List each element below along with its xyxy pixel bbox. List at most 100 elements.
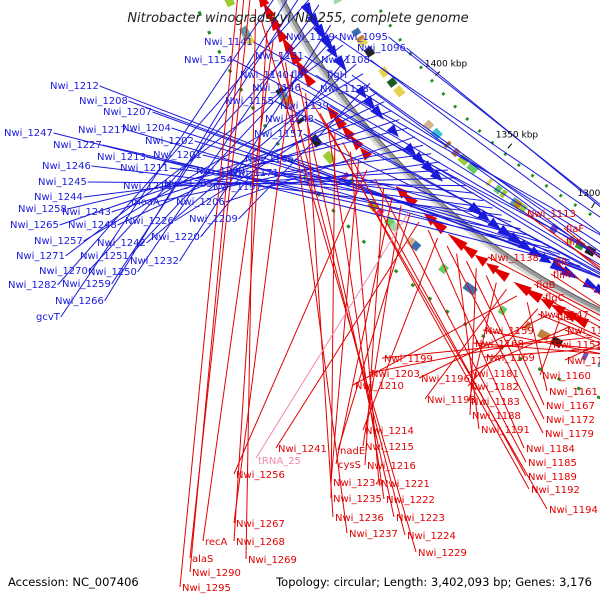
topology-summary: Topology: circular; Length: 3,402,093 bp…	[275, 575, 592, 589]
reverse-label-line	[550, 273, 600, 307]
reverse-gene-label: fliX	[566, 237, 582, 248]
reverse-gene-label: flgC	[545, 293, 565, 304]
forward-gene-label: Nwi_1201	[153, 150, 202, 161]
reverse-label-line	[189, 0, 245, 573]
forward-cds-arrow	[538, 252, 552, 264]
reverse-gene-label: Nwi_1229	[418, 548, 467, 559]
forward-gene-label: Nwi_1265	[10, 220, 59, 231]
reverse-gene-label: Nwi_1221	[381, 479, 430, 490]
reverse-label-line	[487, 256, 600, 316]
reverse-gene-label: Nwi_1159	[485, 326, 534, 337]
reverse-gene-label: Nwi_1256	[236, 470, 285, 481]
reverse-gene-label: fliM	[553, 270, 571, 281]
reverse-gene-label: Nwi_1152	[567, 356, 600, 367]
reverse-label-line	[537, 313, 600, 340]
forward-label-line	[289, 74, 600, 258]
forward-gene-label: Nwi_1141	[204, 37, 253, 48]
ruler-label: 1350 kbp	[496, 131, 539, 141]
ruler-tick	[435, 71, 441, 76]
gc-tick	[537, 367, 542, 372]
gc-tick	[573, 203, 578, 208]
reverse-gene-label: Nwi_1214	[365, 426, 414, 437]
reverse-label-line	[312, 103, 548, 510]
cog-band	[493, 184, 503, 195]
reverse-label-line	[330, 160, 360, 483]
reverse-label-line	[533, 283, 600, 322]
gc-tick	[556, 377, 562, 382]
gc-tick	[393, 268, 399, 274]
forward-label-line	[129, 34, 338, 257]
gc-tick	[378, 9, 383, 14]
reverse-label-line	[465, 260, 545, 420]
forward-label-line	[388, 36, 600, 205]
forward-label-line	[117, 101, 385, 226]
reverse-gene-label: alaS	[192, 554, 213, 565]
forward-label-line	[274, 100, 600, 274]
forward-gene-label: Nwi_1242	[97, 238, 146, 249]
reverse-gene-label: nadE	[340, 446, 365, 457]
forward-gene-label: Nwi_1154	[184, 55, 233, 66]
forward-gene-label: Nwi_1217	[78, 125, 127, 136]
cog-band	[351, 27, 362, 37]
gc-tick	[361, 239, 367, 245]
reverse-gene-label: Nwi_1223	[396, 513, 445, 524]
reverse-gene-label: cysS	[338, 460, 361, 471]
forward-label-line	[104, 0, 288, 302]
reverse-gene-label: Nwi_1192	[531, 485, 580, 496]
gc-tick	[576, 386, 581, 391]
forward-cds-arrow	[362, 95, 376, 110]
cog-band	[466, 284, 478, 296]
cog-band	[355, 34, 365, 43]
forward-gene-label: Nwi_1282	[8, 280, 57, 291]
reverse-gene-label: Nwi_1138	[490, 253, 539, 264]
forward-gene-label: Nwi_1248	[68, 220, 117, 231]
reverse-cds-arrow	[474, 254, 489, 267]
cog-band	[296, 116, 306, 125]
reverse-gene-label: Nwi_1181	[470, 369, 519, 380]
forward-cds-arrow	[549, 259, 570, 274]
forward-gene-label: Nwi_1157	[254, 129, 303, 140]
cog-band	[523, 321, 532, 331]
reverse-label-line	[335, 196, 393, 465]
forward-gene-label: Nwi_1212	[50, 81, 99, 92]
reverse-label-line	[424, 288, 507, 400]
reverse-gene-label: Nwi_1215	[365, 442, 414, 453]
reverse-gene-label: Nwi_1241	[278, 444, 327, 455]
gc-tick	[530, 173, 535, 178]
reverse-gene-label: Nwi_1237	[349, 529, 398, 540]
gc-tick	[465, 116, 470, 121]
gc-tick	[453, 104, 458, 109]
reverse-label-line	[245, 8, 257, 560]
reverse-cds-arrow	[485, 263, 500, 275]
gc-tick	[418, 65, 423, 70]
forward-label-line	[59, 110, 392, 226]
reverse-label-line	[563, 227, 600, 259]
forward-label-line	[245, 170, 484, 202]
gc-tick	[477, 129, 482, 134]
reverse-gene-label: Nwi_1168	[475, 339, 524, 350]
forward-gene-label: Nwi_1213	[97, 152, 146, 163]
forward-label-line	[67, 127, 408, 210]
cog-band	[393, 85, 406, 98]
forward-gene-label: Nwi_1200	[196, 166, 245, 177]
forward-cds-arrow	[319, 34, 335, 55]
reverse-gene-label: Nwi_1188	[472, 411, 521, 422]
forward-gene-label: Nwi_1140	[240, 70, 289, 81]
reverse-label-line	[472, 342, 600, 355]
forward-gene-label: Nwi_1251	[80, 251, 129, 262]
reverse-label-line	[469, 268, 477, 416]
reverse-label-line	[552, 260, 600, 295]
forward-gene-label: Nwi_1246	[42, 161, 91, 172]
reverse-label-line	[564, 343, 600, 361]
forward-cds-arrow	[326, 44, 338, 59]
forward-gene-label: Nwi_1226	[125, 216, 174, 227]
label-line-layer	[53, 0, 600, 588]
forward-gene-label: Nwi_1271	[16, 251, 65, 262]
forward-label-line	[370, 59, 600, 234]
forward-label-line	[262, 161, 440, 188]
cog-band	[374, 207, 385, 218]
forward-label-line	[369, 88, 600, 259]
forward-gene-label: Nwi_1155	[225, 96, 274, 107]
forward-gene-label: Nwi_1232	[130, 256, 179, 267]
